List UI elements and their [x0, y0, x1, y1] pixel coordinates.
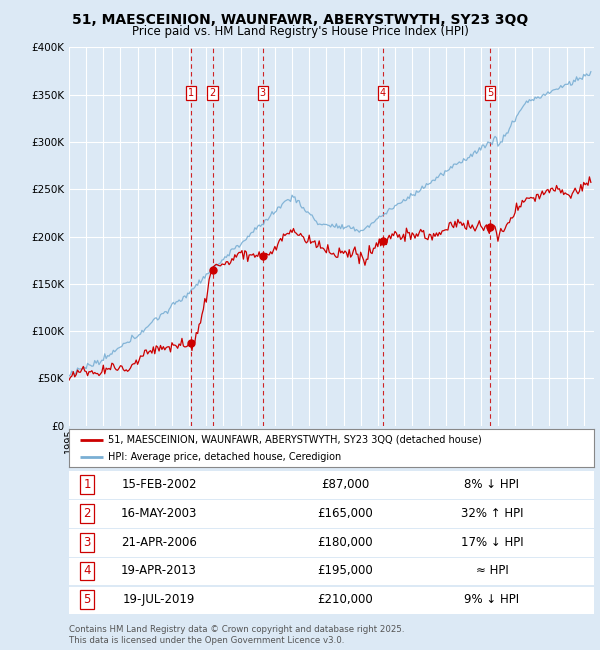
Text: 5: 5	[83, 593, 91, 606]
Text: 51, MAESCEINION, WAUNFAWR, ABERYSTWYTH, SY23 3QQ (detached house): 51, MAESCEINION, WAUNFAWR, ABERYSTWYTH, …	[109, 435, 482, 445]
Text: 4: 4	[380, 88, 386, 98]
Text: 1: 1	[83, 478, 91, 491]
Text: 32% ↑ HPI: 32% ↑ HPI	[461, 507, 523, 520]
Text: 16-MAY-2003: 16-MAY-2003	[121, 507, 197, 520]
Text: 17% ↓ HPI: 17% ↓ HPI	[461, 536, 523, 549]
Text: 3: 3	[83, 536, 91, 549]
Text: 2: 2	[209, 88, 216, 98]
Text: £165,000: £165,000	[317, 507, 373, 520]
Text: 19-APR-2013: 19-APR-2013	[121, 564, 197, 577]
Text: 9% ↓ HPI: 9% ↓ HPI	[464, 593, 520, 606]
Text: 21-APR-2006: 21-APR-2006	[121, 536, 197, 549]
Text: 2: 2	[83, 507, 91, 520]
Text: 4: 4	[83, 564, 91, 577]
Text: 15-FEB-2002: 15-FEB-2002	[121, 478, 197, 491]
Text: 51, MAESCEINION, WAUNFAWR, ABERYSTWYTH, SY23 3QQ: 51, MAESCEINION, WAUNFAWR, ABERYSTWYTH, …	[72, 13, 528, 27]
Text: ≈ HPI: ≈ HPI	[476, 564, 508, 577]
Text: 8% ↓ HPI: 8% ↓ HPI	[464, 478, 520, 491]
Text: £87,000: £87,000	[321, 478, 369, 491]
Text: 3: 3	[260, 88, 266, 98]
Text: Contains HM Land Registry data © Crown copyright and database right 2025.
This d: Contains HM Land Registry data © Crown c…	[69, 625, 404, 645]
Text: Price paid vs. HM Land Registry's House Price Index (HPI): Price paid vs. HM Land Registry's House …	[131, 25, 469, 38]
Text: £180,000: £180,000	[317, 536, 373, 549]
Text: 1: 1	[188, 88, 194, 98]
Text: HPI: Average price, detached house, Ceredigion: HPI: Average price, detached house, Cere…	[109, 452, 341, 462]
Text: £195,000: £195,000	[317, 564, 373, 577]
Text: 19-JUL-2019: 19-JUL-2019	[123, 593, 195, 606]
Text: 5: 5	[487, 88, 493, 98]
Text: £210,000: £210,000	[317, 593, 373, 606]
